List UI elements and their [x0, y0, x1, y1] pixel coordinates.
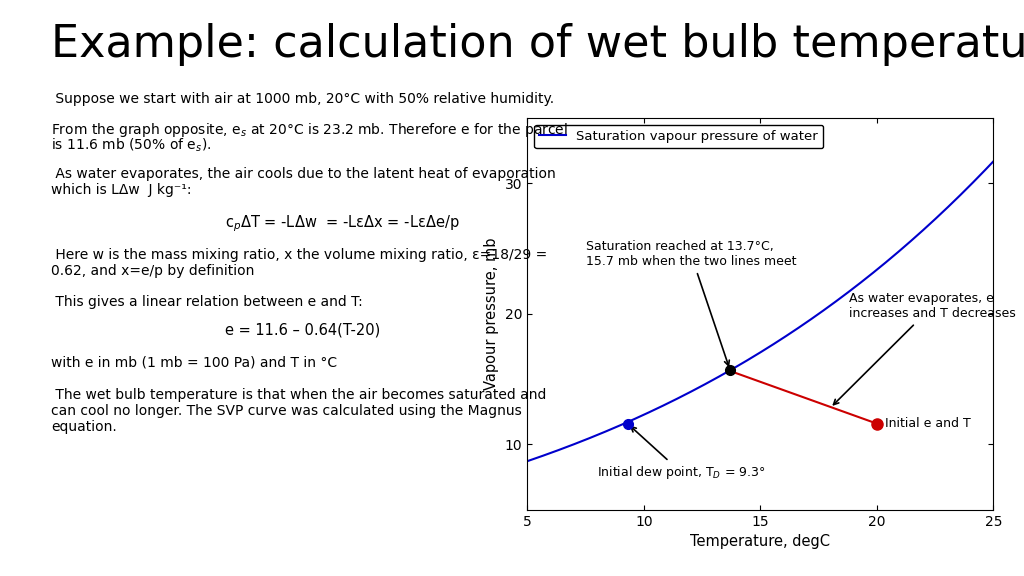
Y-axis label: Vapour pressure, mb: Vapour pressure, mb: [484, 238, 500, 390]
Saturation vapour pressure of water: [521, 458, 534, 465]
Saturation vapour pressure of water: [799, 320, 811, 327]
Text: Saturation reached at 13.7°C,
15.7 mb when the two lines meet: Saturation reached at 13.7°C, 15.7 mb wh…: [586, 240, 796, 366]
Text: e = 11.6 – 0.64(T-20): e = 11.6 – 0.64(T-20): [225, 323, 381, 338]
Text: Suppose we start with air at 1000 mb, 20°C with 50% relative humidity.: Suppose we start with air at 1000 mb, 20…: [51, 92, 554, 106]
Text: 0.62, and x=e/p by definition: 0.62, and x=e/p by definition: [51, 264, 255, 278]
Legend: Saturation vapour pressure of water: Saturation vapour pressure of water: [534, 124, 823, 148]
Text: Example: calculation of wet bulb temperature.: Example: calculation of wet bulb tempera…: [51, 23, 1024, 66]
Text: The wet bulb temperature is that when the air becomes saturated and: The wet bulb temperature is that when th…: [51, 388, 547, 402]
Text: can cool no longer. The SVP curve was calculated using the Magnus: can cool no longer. The SVP curve was ca…: [51, 404, 522, 418]
Text: Initial e and T: Initial e and T: [882, 417, 971, 430]
Text: As water evaporates, the air cools due to the latent heat of evaporation: As water evaporates, the air cools due t…: [51, 167, 556, 181]
Text: equation.: equation.: [51, 420, 117, 434]
Saturation vapour pressure of water: [913, 229, 926, 236]
Saturation vapour pressure of water: [797, 321, 809, 328]
Saturation vapour pressure of water: [943, 202, 955, 209]
X-axis label: Temperature, degC: Temperature, degC: [690, 534, 830, 549]
Text: is 11.6 mb (50% of e$_s$).: is 11.6 mb (50% of e$_s$).: [51, 137, 212, 154]
Saturation vapour pressure of water: [806, 314, 818, 321]
Line: Saturation vapour pressure of water: Saturation vapour pressure of water: [527, 161, 993, 461]
Saturation vapour pressure of water: [987, 158, 999, 165]
Text: As water evaporates, e
increases and T decreases: As water evaporates, e increases and T d…: [834, 293, 1016, 405]
Text: This gives a linear relation between e and T:: This gives a linear relation between e a…: [51, 295, 362, 309]
Text: with e in mb (1 mb = 100 Pa) and T in °C: with e in mb (1 mb = 100 Pa) and T in °C: [51, 356, 337, 370]
Text: From the graph opposite, e$_s$ at 20°C is 23.2 mb. Therefore e for the parcel: From the graph opposite, e$_s$ at 20°C i…: [51, 121, 568, 139]
Text: Here w is the mass mixing ratio, x the volume mixing ratio, ε=18/29 =: Here w is the mass mixing ratio, x the v…: [51, 248, 548, 262]
Saturation vapour pressure of water: [523, 457, 536, 464]
Text: which is LΔw  J kg⁻¹:: which is LΔw J kg⁻¹:: [51, 183, 191, 197]
Text: Initial dew point, T$_D$ = 9.3°: Initial dew point, T$_D$ = 9.3°: [597, 427, 766, 481]
Text: c$_p$ΔT = -LΔw  = -LεΔx = -LεΔe/p: c$_p$ΔT = -LΔw = -LεΔx = -LεΔe/p: [225, 213, 460, 234]
